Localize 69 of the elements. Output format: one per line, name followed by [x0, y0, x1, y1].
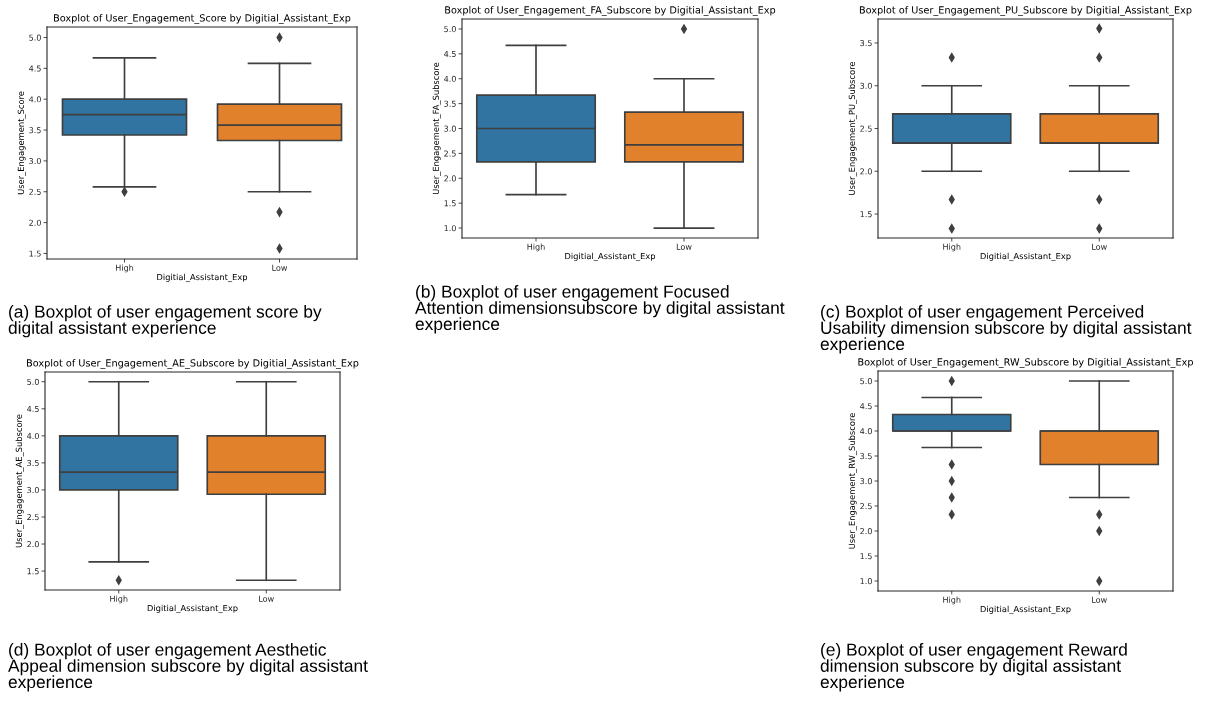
- x-axis-title: Digitial_Assistant_Exp: [565, 252, 656, 262]
- y-tick-label: 2.5: [860, 503, 872, 510]
- y-tick-label: 5.0: [27, 378, 39, 385]
- y-tick-label: 2.5: [27, 514, 39, 521]
- y-tick-label: 1.5: [444, 200, 456, 207]
- y-tick-label: 1.5: [27, 568, 39, 575]
- y-tick-label: 2.0: [444, 175, 456, 182]
- chart-title: Boxplot of User_Engagement_Score by Digitial_Assistant_Exp: [54, 14, 351, 24]
- y-tick-label: 3.5: [444, 100, 456, 107]
- y-axis-title: User_Engagement_RW_Subscore: [848, 413, 857, 549]
- y-axis-title: User_Engagement_FA_Subscore: [432, 62, 441, 195]
- chart-title: Boxplot of User_Engagement_RW_Subscore by Digitial_Assistant_Exp: [858, 358, 1193, 368]
- x-axis-title: Digitial_Assistant_Exp: [980, 605, 1071, 615]
- y-tick-label: 1.0: [444, 225, 456, 232]
- y-tick-label: 1.5: [29, 250, 41, 257]
- x-tick-label: Low: [1092, 243, 1107, 250]
- x-axis-title: Digitial_Assistant_Exp: [157, 273, 248, 283]
- y-tick-label: 2.5: [860, 125, 872, 132]
- y-tick-label: 1.5: [860, 211, 872, 218]
- y-tick-label: 4.5: [444, 51, 456, 58]
- x-tick-label: High: [110, 595, 128, 604]
- y-tick-label: 4.5: [860, 403, 872, 410]
- text: (e) Boxplot of user engagement Reward dimension subscore by digital assistant experience: [820, 643, 1127, 692]
- y-axis-title: User_Engagement_PU_Subscore: [848, 61, 857, 195]
- y-tick-label: 5.0: [29, 34, 41, 41]
- y-axis-title: User_Engagement_Score: [17, 91, 26, 195]
- text: (d) Boxplot of user engagement Aesthetic Appeal dimension subscore by digital assistant experience: [8, 643, 368, 692]
- y-tick-label: 2.5: [444, 150, 456, 157]
- x-tick-label: High: [943, 596, 961, 605]
- x-tick-label: Low: [676, 243, 692, 250]
- y-tick-label: 3.0: [27, 487, 39, 494]
- y-tick-label: 2.0: [27, 541, 39, 548]
- y-tick-label: 4.5: [29, 65, 41, 72]
- y-tick-label: 3.0: [860, 82, 872, 89]
- text: (a) Boxplot of user engagement score by digital assistant experience: [8, 305, 322, 338]
- y-tick-label: 3.5: [27, 459, 39, 467]
- chart-title: Boxplot of User_Engagement_AE_Subscore by Digitial_Assistant_Exp: [27, 359, 359, 369]
- chart-title: Boxplot of User_Engagement_PU_Subscore by Digitial_Assistant_Exp: [859, 6, 1192, 16]
- x-axis-title: Digitial_Assistant_Exp: [147, 604, 238, 614]
- y-tick-label: 4.0: [444, 75, 456, 82]
- y-tick-label: 1.5: [860, 553, 872, 560]
- chart-title: Boxplot of User_Engagement_FA_Subscore by Digitial_Assistant_Exp: [445, 6, 776, 16]
- y-tick-label: 1.0: [860, 578, 872, 585]
- y-tick-label: 4.0: [29, 96, 41, 103]
- y-tick-label: 3.0: [29, 157, 41, 165]
- y-tick-label: 5.0: [444, 26, 456, 33]
- x-tick-label: Low: [1092, 596, 1107, 603]
- y-tick-label: 4.0: [860, 428, 872, 435]
- x-tick-label: Low: [259, 595, 274, 602]
- y-tick-label: 2.0: [860, 168, 872, 175]
- y-tick-label: 4.5: [27, 405, 39, 412]
- x-axis-title: Digitial_Assistant_Exp: [980, 252, 1071, 262]
- y-tick-label: 3.5: [860, 453, 872, 460]
- y-tick-label: 4.0: [27, 432, 39, 440]
- x-tick-label: Low: [272, 264, 288, 271]
- text: (b) Boxplot of user engagement Focused Attention dimensionsubscore by digital assistant experience: [415, 285, 785, 334]
- y-tick-label: 3.5: [29, 127, 41, 134]
- x-tick-label: High: [116, 264, 134, 273]
- y-tick-label: 3.0: [444, 125, 456, 132]
- y-tick-label: 3.5: [860, 40, 872, 47]
- y-tick-label: 2.5: [29, 188, 41, 195]
- y-tick-label: 2.0: [29, 219, 41, 226]
- y-tick-label: 3.0: [860, 478, 872, 485]
- y-tick-label: 2.0: [860, 528, 872, 535]
- y-tick-label: 5.0: [860, 378, 872, 385]
- y-axis-title: User_Engagement_AE_Subscore: [15, 414, 24, 548]
- x-tick-label: High: [527, 243, 545, 252]
- x-tick-label: High: [943, 243, 961, 252]
- text: (c) Boxplot of user engagement Perceived Usability dimension subscore by digital assistant experience: [820, 305, 1192, 354]
